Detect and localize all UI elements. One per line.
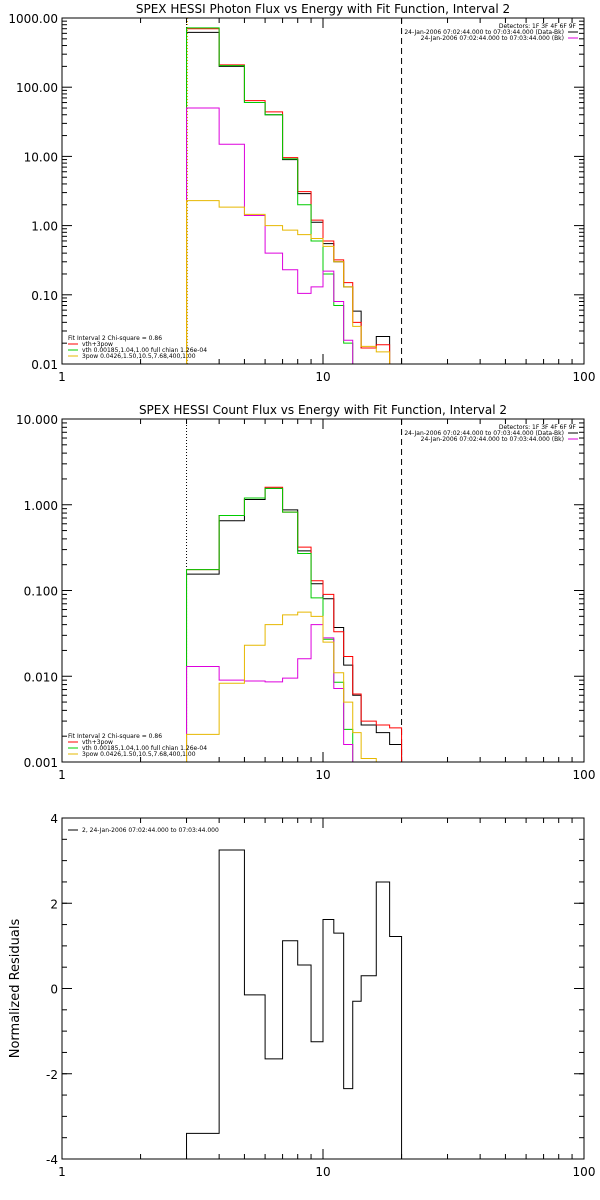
chart-1: SPEX HESSI Photon Flux vs Energy with Fi… [8,2,596,384]
legend-entry: 2, 24-Jan-2006 07:02:44.000 to 07:03:44.… [82,827,219,834]
y-tick-label: -2 [46,1068,58,1082]
y-tick-label: 10.00 [24,150,58,164]
chart-title: SPEX HESSI Photon Flux vs Energy with Fi… [136,2,510,16]
series-line-3 [186,27,354,364]
y-axis-label: Normalized Residuals [8,919,23,1059]
series-line-5 [186,200,391,364]
chart-3: Normalized Residuals 1 10 100 -4 -2 0 2 4 2, 24-J… [8,812,595,1179]
x-tick-label: 100 [573,370,596,384]
legend-detectors: Detectors: 1F 3F 4F 6F 9F [499,23,577,30]
y-tick-label: 1000.00 [8,12,58,26]
x-tick-label: 1 [58,370,66,384]
plot-frame [61,418,585,763]
legend-fit-header: Fit Interval 2 Chi-square = 0.86 [68,335,162,342]
series-line-1 [186,849,403,1159]
y-tick-label: 1.00 [31,220,58,234]
legend-entry: vth 0.00185,1.04,1.00 full chian 1.26e-0… [82,745,207,752]
y-tick-label: 0.100 [24,585,58,599]
x-tick-label: 100 [573,768,596,782]
legend-entry: vth+3pow [82,341,113,348]
y-tick-label: 0.010 [24,670,58,684]
y-tick-label: -4 [46,1153,58,1167]
legend-entry: 3pow 0.0426,1.50,10.5,7.68,400,1.00 [82,353,196,360]
plot-frame [61,17,585,365]
plot-frame [61,817,585,1160]
legend-fit-header: Fit Interval 2 Chi-square = 0.86 [68,733,162,740]
legend-entry: 24-Jan-2006 07:02:44.000 to 07:03:44.000… [404,29,564,36]
x-tick-label: 100 [573,1165,596,1179]
chart-2: SPEX HESSI Count Flux vs Energy with Fit… [16,403,596,782]
x-tick-label: 10 [315,1165,330,1179]
x-tick-label: 10 [315,370,330,384]
y-tick-label: 2 [50,897,58,911]
y-tick-label: 100.00 [16,81,58,95]
y-tick-label: 0.001 [24,756,58,770]
y-tick-label: 4 [50,812,58,826]
x-tick-label: 1 [58,768,66,782]
legend-entry: vth+3pow [82,739,113,746]
y-tick-label: 0.01 [31,358,58,372]
series-line-4 [186,107,354,364]
legend-detectors: Detectors: 1F 3F 4F 6F 9F [499,424,577,431]
legend-entry: 24-Jan-2006 07:02:44.000 to 07:03:44.000… [421,35,564,42]
y-tick-label: 0.10 [31,289,58,303]
x-tick-label: 10 [315,768,330,782]
series-line-2 [186,28,403,364]
series-line-5 [186,611,377,762]
y-tick-label: 0 [50,983,58,997]
chart-title: SPEX HESSI Count Flux vs Energy with Fit… [139,403,507,417]
y-tick-label: 10.000 [16,413,58,427]
legend-entry: 3pow 0.0426,1.50,10.5,7.68,400,1.00 [82,751,196,758]
y-tick-label: 1.000 [24,499,58,513]
legend-entry: 24-Jan-2006 07:02:44.000 to 07:03:44.000… [404,430,564,437]
x-tick-label: 1 [58,1165,66,1179]
legend-entry: vth 0.00185,1.04,1.00 full chian 1.26e-0… [82,347,207,354]
legend-entry: 24-Jan-2006 07:02:44.000 to 07:03:44.000… [421,436,564,443]
